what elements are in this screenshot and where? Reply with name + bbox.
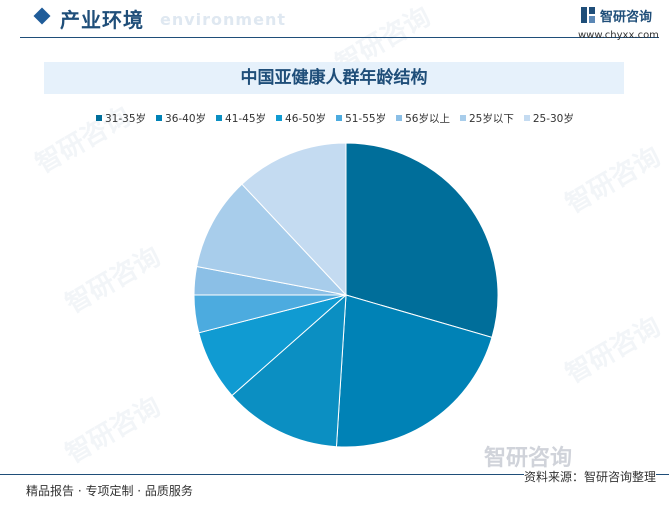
legend-label: 56岁以上 [405,112,450,125]
chart-title: 中国亚健康人群年龄结构 [240,68,428,88]
legend-item: 56岁以上 [396,111,450,125]
logo-icon [581,7,595,23]
legend-label: 36-40岁 [165,112,207,125]
legend-swatch [396,115,403,121]
page-title: 产业环境 [60,8,144,32]
chart-title-bar: 中国亚健康人群年龄结构 [44,62,624,94]
bottom-watermark: 智研咨询 [484,446,573,471]
legend-item: 51-55岁 [336,111,386,125]
logo-name: 智研咨询 [600,10,653,25]
legend-item: 46-50岁 [276,111,326,125]
legend-label: 46-50岁 [285,112,327,125]
legend-label: 41-45岁 [225,112,267,125]
page-subtitle: environment [160,10,286,29]
legend-swatch [523,115,530,121]
legend-item: 25岁以下 [459,111,514,125]
legend-swatch [459,115,466,121]
legend-swatch [336,115,343,121]
legend-label: 25-30岁 [532,112,574,125]
footer-slogan: 精品报告 · 专项定制 · 品质服务 [26,484,193,498]
legend-label: 31-35岁 [105,112,147,125]
footer-divider [0,474,669,475]
legend-label: 51-55岁 [345,112,387,125]
pie-slice [241,142,347,297]
pie-slice [196,183,348,296]
chart-legend: 31-35岁 36-40岁 41-45岁 46-50岁 51-55岁 56岁以上 25岁以下… [96,111,574,125]
legend-swatch [156,115,163,121]
pie-slice [335,294,493,448]
legend-item: 36-40岁 [156,111,206,125]
legend-swatch [216,115,223,121]
logo-url: www.chyxx.com [578,30,659,41]
legend-item: 41-45岁 [216,111,266,125]
page-header: 产业环境 environment 智研咨询 www.chyxx.com [0,0,669,41]
legend-swatch [276,115,283,121]
data-source: 资料来源：智研咨询整理 [524,468,657,485]
legend-item: 25-30岁 [523,111,574,125]
pie-slice [345,142,499,339]
header-divider [20,37,659,38]
pie-slice [231,293,347,448]
legend-item: 31-35岁 [96,111,146,125]
legend-swatch [96,115,102,121]
legend-label: 25岁以下 [468,112,514,125]
